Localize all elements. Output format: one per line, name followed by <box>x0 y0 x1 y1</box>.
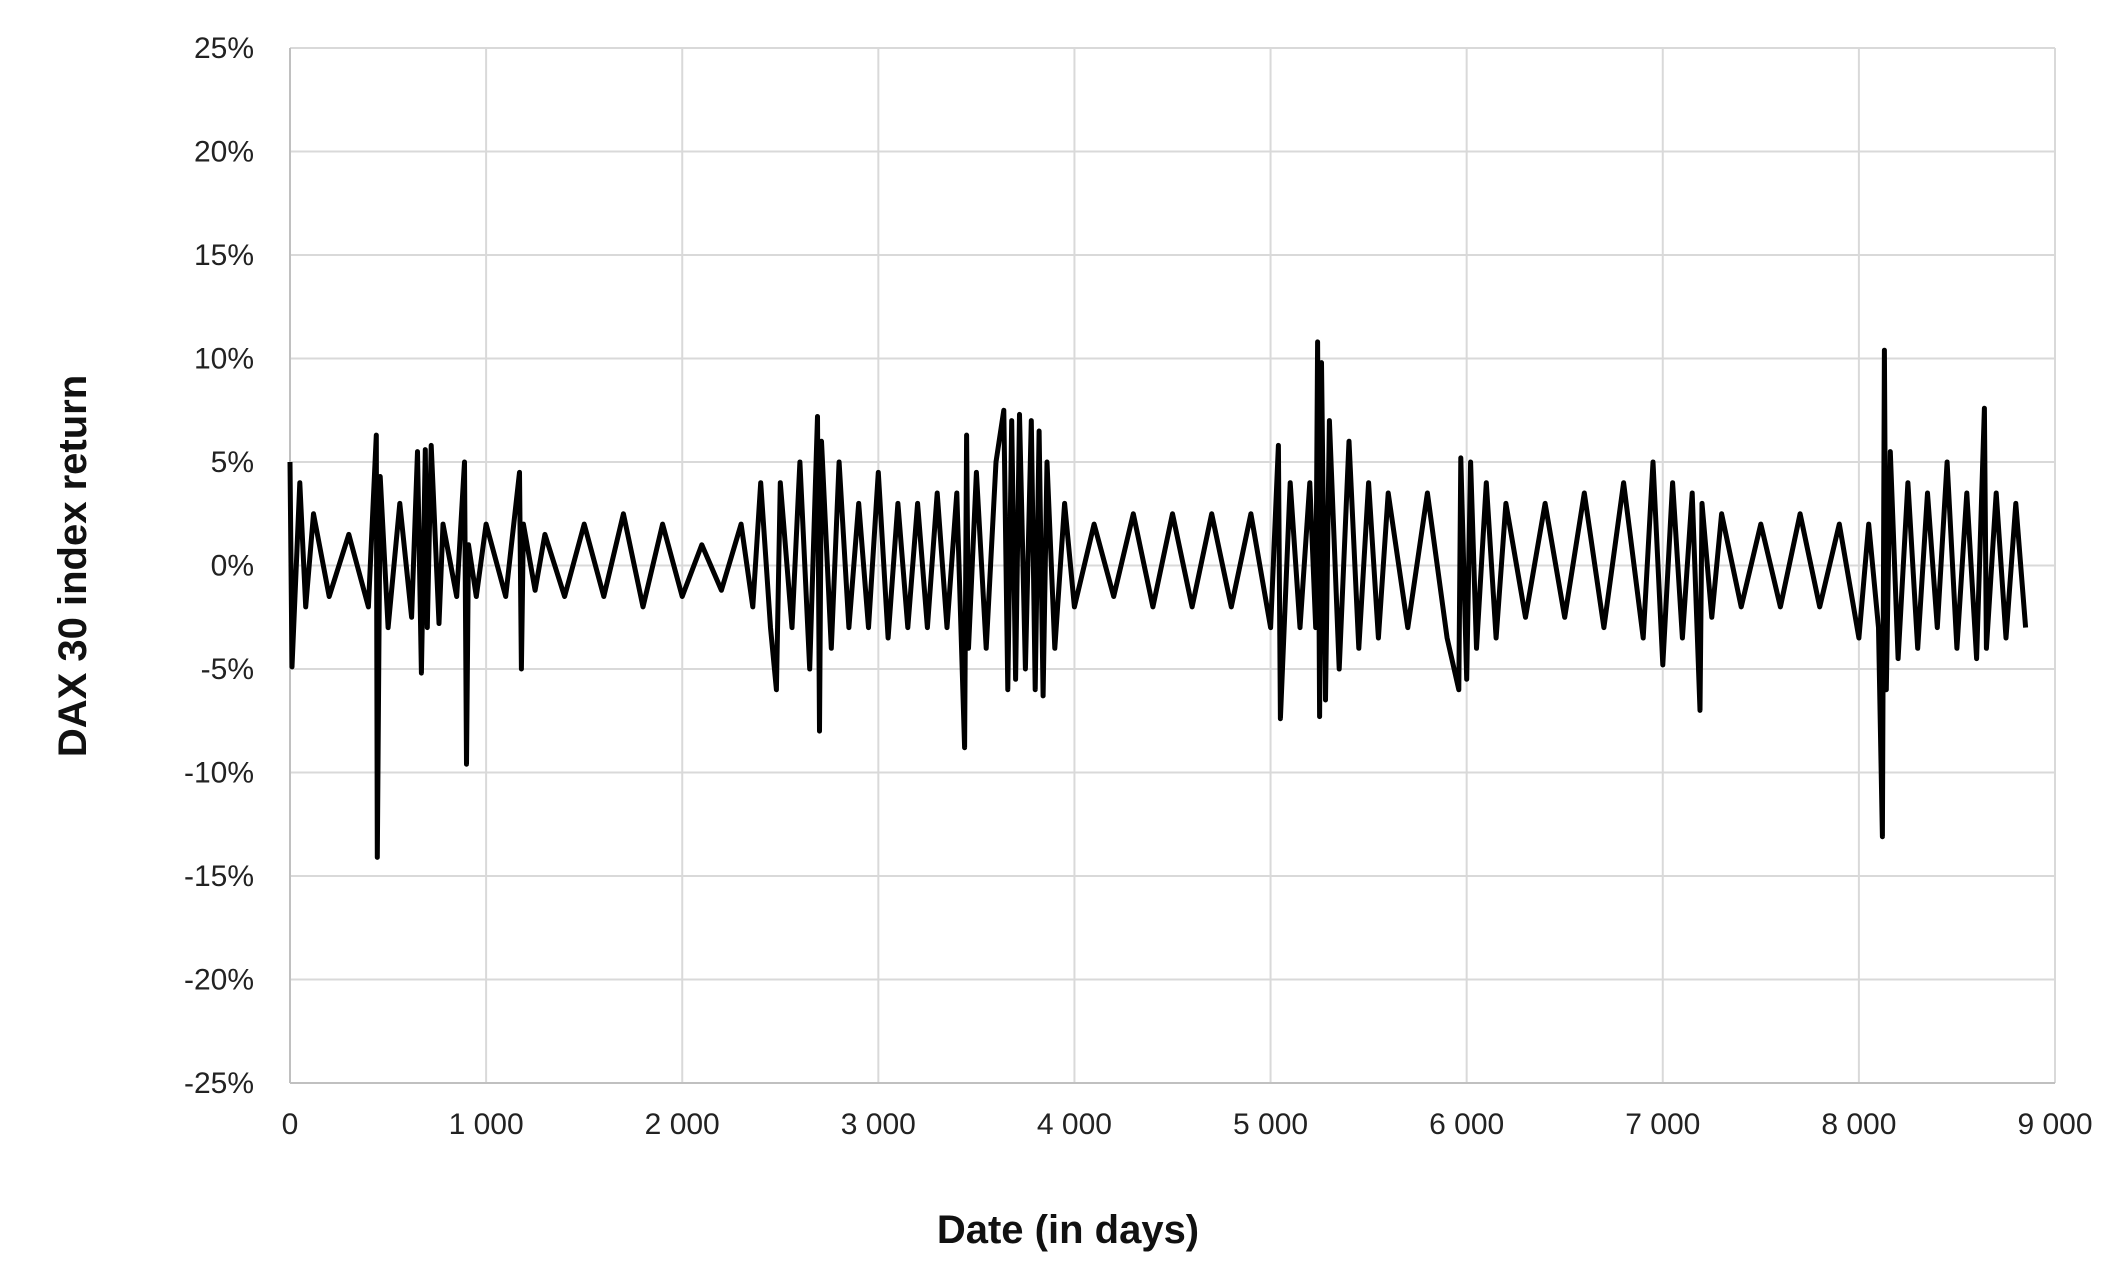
x-tick-label-8: 8 000 <box>1821 1108 1896 1141</box>
x-axis-title: Date (in days) <box>937 1208 1199 1252</box>
x-tick-label-1: 1 000 <box>449 1108 524 1141</box>
y-tick-label-9: -20% <box>184 964 254 997</box>
y-tick-label-3: 10% <box>194 343 254 376</box>
x-tick-label-5: 5 000 <box>1233 1108 1308 1141</box>
y-tick-label-0: 25% <box>194 32 254 65</box>
y-tick-label-10: -25% <box>184 1067 254 1100</box>
y-tick-labels: 25% 20% 15% 10% 5% 0% -5% -10% -15% -20% -25% <box>184 32 254 1100</box>
y-tick-label-1: 20% <box>194 136 254 169</box>
y-tick-label-4: 5% <box>211 446 254 479</box>
y-tick-label-5: 0% <box>211 550 254 583</box>
x-tick-label-7: 7 000 <box>1625 1108 1700 1141</box>
y-tick-label-8: -15% <box>184 860 254 893</box>
x-tick-label-6: 6 000 <box>1429 1108 1504 1141</box>
y-tick-label-2: 15% <box>194 239 254 272</box>
x-tick-label-2: 2 000 <box>645 1108 720 1141</box>
series-layer <box>287 339 2029 860</box>
y-tick-label-6: -5% <box>201 653 254 686</box>
y-tick-label-7: -10% <box>184 757 254 790</box>
y-axis-title: DAX 30 index return <box>51 375 95 757</box>
x-tick-labels: 0 1 000 2 000 3 000 4 000 5 000 6 000 7 000 8 00… <box>282 1108 2093 1141</box>
x-tick-label-9: 9 000 <box>2017 1108 2092 1141</box>
x-tick-label-3: 3 000 <box>841 1108 916 1141</box>
x-tick-label-0: 0 <box>282 1108 299 1141</box>
x-tick-label-4: 4 000 <box>1037 1108 1112 1141</box>
series-line-0 <box>287 339 2029 860</box>
